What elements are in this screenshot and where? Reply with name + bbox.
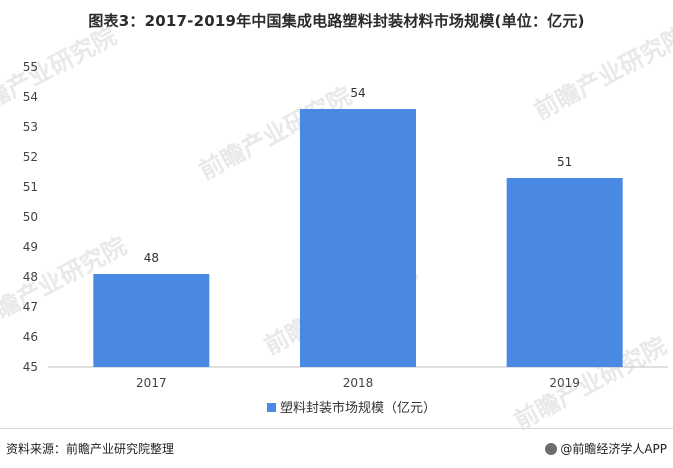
y-tick-label: 54 — [23, 90, 38, 104]
y-tick-label: 48 — [23, 270, 38, 284]
brand-logo-icon — [545, 443, 558, 455]
chart-title: 图表3：2017-2019年中国集成电路塑料封装材料市场规模(单位：亿元) — [88, 12, 585, 30]
legend-swatch — [267, 403, 276, 412]
bar-series: 48 54 51 — [93, 86, 623, 367]
bar-2019 — [506, 178, 623, 367]
x-axis: 2017 2018 2019 — [136, 376, 580, 390]
footer: 资料来源：前瞻产业研究院整理 @前瞻经济学人APP — [0, 428, 673, 468]
watermark-text: 前瞻产业研究院 — [530, 22, 673, 126]
data-label-2019: 51 — [557, 155, 572, 169]
y-tick-label: 53 — [23, 120, 38, 134]
y-tick-label: 49 — [23, 240, 38, 254]
y-tick-label: 47 — [23, 300, 38, 314]
y-tick-label: 46 — [23, 330, 38, 344]
legend-label: 塑料封装市场规模（亿元） — [280, 400, 436, 416]
y-axis: 45 46 47 48 49 50 51 52 53 54 55 — [23, 60, 38, 374]
y-tick-label: 55 — [23, 60, 38, 74]
x-tick-label-2019: 2019 — [549, 376, 580, 390]
legend: 塑料封装市场规模（亿元） — [267, 400, 436, 416]
data-label-2018: 54 — [350, 86, 365, 100]
brand-credit-text: @前瞻经济学人APP — [560, 442, 667, 456]
source-note: 资料来源：前瞻产业研究院整理 — [6, 442, 175, 456]
y-tick-label: 51 — [23, 180, 38, 194]
footer-divider — [0, 428, 673, 429]
bar-2017 — [93, 274, 210, 367]
brand-credit: @前瞻经济学人APP — [542, 440, 667, 457]
data-label-2017: 48 — [144, 251, 159, 265]
y-tick-label: 52 — [23, 150, 38, 164]
x-tick-label-2018: 2018 — [343, 376, 374, 390]
x-tick-label-2017: 2017 — [136, 376, 167, 390]
y-tick-label: 45 — [23, 360, 38, 374]
y-tick-label: 50 — [23, 210, 38, 224]
watermark-text: 前瞻产业研究院 — [0, 22, 121, 126]
bar-2018 — [300, 109, 416, 367]
